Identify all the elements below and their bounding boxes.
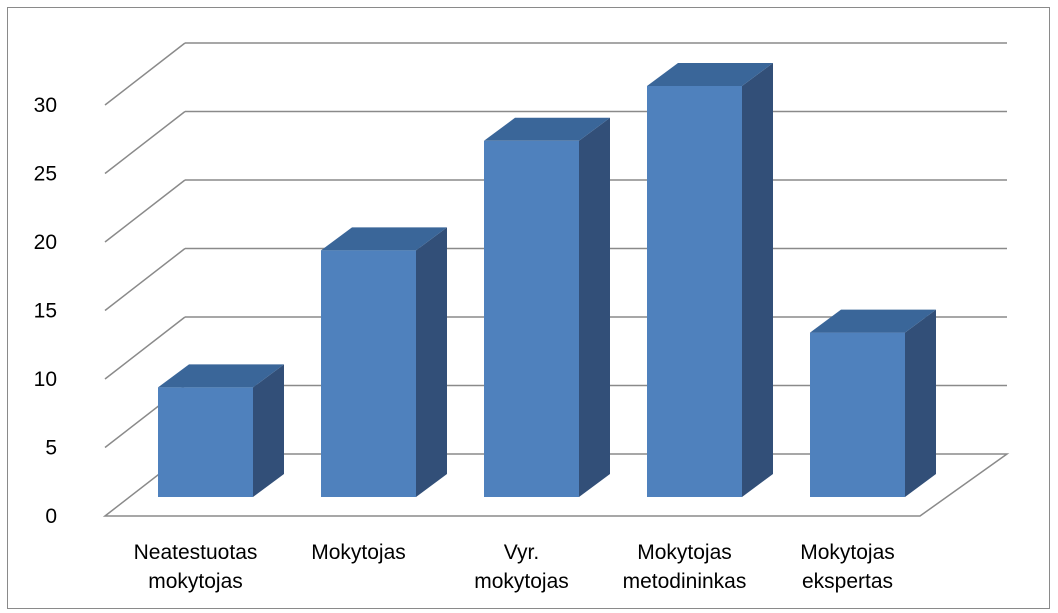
y-tick-label: 5 (45, 437, 57, 460)
bar (321, 250, 416, 497)
bar-side (416, 227, 447, 497)
bar-side (742, 63, 773, 497)
x-tick-label: Neatestuotas mokytojas (134, 541, 258, 593)
bar (158, 387, 253, 497)
x-tick-label: Mokytojas ekspertas (800, 541, 895, 593)
bar-top (484, 117, 610, 141)
y-tick-label: 20 (34, 231, 57, 254)
x-axis-labels: Neatestuotas mokytojas Mokytojas Vyr. mokyto… (134, 541, 895, 593)
bar-side (253, 364, 284, 497)
gridline-side (104, 316, 186, 380)
bar-top (810, 309, 936, 333)
x-tick-label: Vyr. mokytojas (474, 541, 569, 593)
y-tick-label: 30 (34, 94, 57, 117)
bar (484, 140, 579, 498)
bar-top (321, 227, 447, 251)
bar-top (158, 364, 284, 388)
x-tick-label: Mokytojas metodininkas (623, 541, 747, 593)
bar (810, 332, 905, 497)
bar-top (647, 63, 773, 86)
bar-side (905, 309, 936, 497)
y-tick-label: 15 (34, 300, 57, 323)
gridline-side (104, 179, 186, 243)
bar (647, 86, 742, 497)
y-axis-ticks: 0 5 10 15 20 25 30 (34, 94, 57, 528)
y-tick-label: 0 (45, 505, 57, 528)
gridline-side (104, 42, 186, 106)
gridline-side (104, 110, 186, 175)
bars (158, 63, 936, 498)
gridline-side (104, 247, 186, 312)
x-tick-label: Mokytojas (311, 541, 406, 564)
bar-side (579, 117, 610, 498)
y-tick-label: 10 (34, 368, 57, 391)
y-tick-label: 25 (34, 163, 57, 186)
